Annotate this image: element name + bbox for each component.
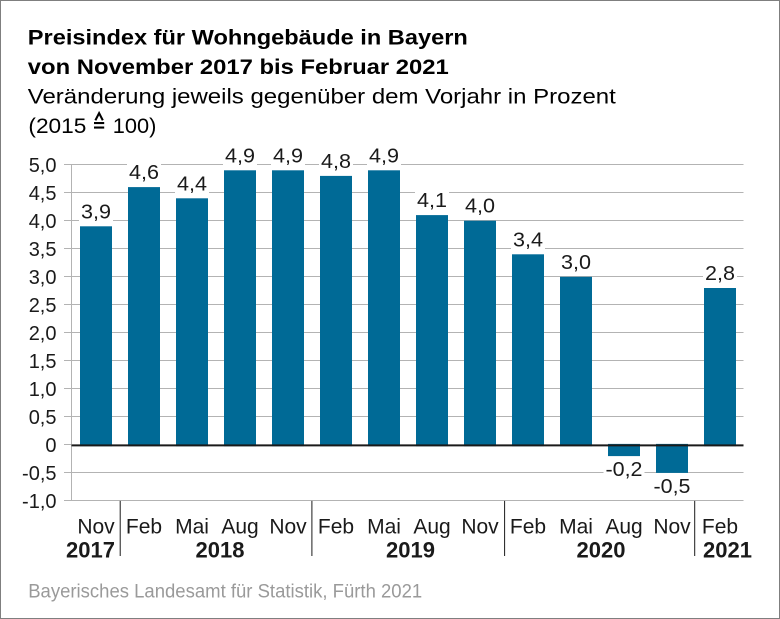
svg-text:Veränderung jeweils gegenüber: Veränderung jeweils gegenüber dem Vorjah…	[28, 85, 616, 109]
svg-text:100): 100)	[113, 114, 157, 138]
svg-text:2020: 2020	[577, 538, 626, 563]
svg-text:Mai: Mai	[175, 516, 209, 539]
svg-text:4,9: 4,9	[369, 145, 399, 167]
svg-text:3,5: 3,5	[29, 239, 57, 261]
svg-text:-0,2: -0,2	[606, 459, 643, 481]
svg-text:-0,5: -0,5	[22, 463, 56, 485]
svg-text:Bayerisches Landesamt für Stat: Bayerisches Landesamt für Statistik, Für…	[28, 581, 422, 602]
svg-text:5,0: 5,0	[29, 155, 57, 177]
svg-text:Nov: Nov	[269, 516, 307, 539]
svg-text:0: 0	[45, 435, 56, 457]
svg-text:2021: 2021	[703, 538, 752, 563]
svg-text:-1,0: -1,0	[22, 491, 56, 513]
svg-text:2019: 2019	[386, 538, 435, 563]
svg-text:2017: 2017	[66, 538, 115, 563]
svg-text:4,8: 4,8	[321, 151, 351, 173]
svg-text:2,0: 2,0	[29, 323, 57, 345]
svg-text:2,8: 2,8	[705, 263, 735, 285]
svg-text:4,5: 4,5	[29, 183, 57, 205]
svg-text:2,5: 2,5	[29, 295, 57, 317]
svg-text:Nov: Nov	[461, 516, 499, 539]
svg-text:4,0: 4,0	[465, 196, 495, 218]
svg-text:Feb: Feb	[126, 516, 162, 539]
svg-text:4,6: 4,6	[129, 162, 159, 184]
svg-text:-0,5: -0,5	[654, 476, 691, 498]
svg-text:4,9: 4,9	[225, 145, 255, 167]
svg-text:1,5: 1,5	[29, 351, 57, 373]
svg-text:4,4: 4,4	[177, 173, 207, 195]
svg-text:0,5: 0,5	[29, 407, 57, 429]
svg-text:4,9: 4,9	[273, 145, 303, 167]
svg-text:Mai: Mai	[367, 516, 401, 539]
svg-text:Feb: Feb	[702, 516, 738, 539]
svg-text:1,0: 1,0	[29, 379, 57, 401]
svg-text:(2015: (2015	[28, 114, 86, 138]
svg-text:von November 2017 bis Februar: von November 2017 bis Februar 2021	[28, 55, 449, 79]
svg-text:3,4: 3,4	[513, 229, 543, 251]
svg-text:Aug: Aug	[413, 516, 450, 539]
svg-text:4,1: 4,1	[417, 190, 447, 212]
svg-text:3,0: 3,0	[29, 267, 57, 289]
svg-text:2018: 2018	[196, 538, 245, 563]
svg-text:Aug: Aug	[605, 516, 642, 539]
svg-text:Mai: Mai	[559, 516, 593, 539]
svg-text:3,9: 3,9	[81, 201, 111, 223]
svg-text:4,0: 4,0	[29, 211, 57, 233]
svg-text:Feb: Feb	[318, 516, 354, 539]
svg-text:Nov: Nov	[77, 516, 115, 539]
svg-text:Feb: Feb	[510, 516, 546, 539]
svg-text:Aug: Aug	[221, 516, 258, 539]
svg-text:3,0: 3,0	[561, 252, 591, 274]
svg-text:Preisindex für Wohngebäude in: Preisindex für Wohngebäude in Bayern	[28, 25, 468, 49]
svg-text:Nov: Nov	[653, 516, 691, 539]
